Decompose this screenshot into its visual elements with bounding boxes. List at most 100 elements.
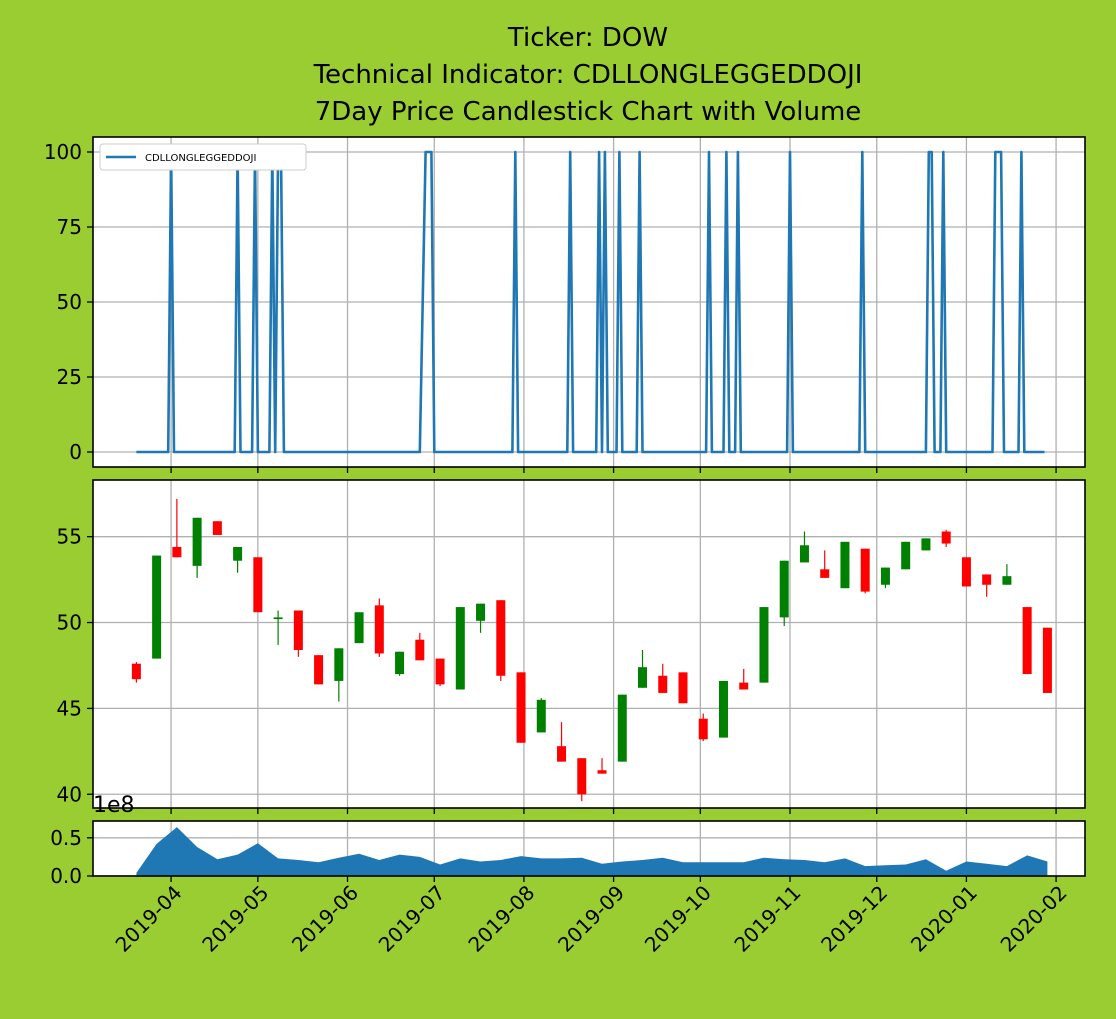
candle-2019-12-18 (921, 538, 931, 551)
candle-body (779, 560, 789, 618)
candle-2019-03-20 (131, 662, 141, 683)
candle-2019-06-12 (374, 598, 384, 657)
candle-2019-11-13 (820, 550, 830, 578)
candle-2019-05-29 (334, 648, 344, 702)
volume-area (136, 827, 1048, 876)
candle-body (293, 610, 303, 651)
candle-body (982, 574, 992, 585)
candle-body (455, 607, 465, 690)
candle-2019-10-23 (759, 607, 769, 683)
candle-body (192, 517, 202, 566)
volume-panel-frame (92, 820, 1086, 877)
candle-2019-11-20 (840, 541, 850, 589)
candle-body (880, 567, 890, 585)
volume-panel: 0.00.5 1e8 2019-04 2019-05 2019-06 2019-07 2… (50, 793, 1086, 957)
ind-ytick-label-3: 75 (57, 215, 82, 239)
candle-2019-07-03 (435, 658, 445, 687)
candle-body (860, 548, 870, 592)
candle-body (678, 672, 688, 704)
price-panel-frame (92, 479, 1086, 809)
candle-2019-09-04 (617, 694, 627, 762)
candle-body (577, 758, 587, 795)
candle-body (1022, 607, 1032, 675)
candle-body (820, 569, 830, 578)
candle-body (718, 680, 728, 738)
candle-body (617, 694, 627, 762)
candle-2019-08-14 (557, 722, 567, 762)
ind-ytick-label-1: 25 (57, 365, 82, 389)
price-ytick-label-3: 55 (57, 525, 82, 549)
candle-2019-07-17 (476, 603, 486, 633)
candle-body (334, 648, 344, 681)
candle-2020-01-08 (982, 574, 992, 597)
candle-2019-06-05 (354, 612, 364, 644)
candle-2020-01-29 (1042, 627, 1052, 693)
candle-body (739, 682, 749, 690)
candle-body (131, 663, 141, 680)
indicator-y-axis: 0 25 50 75 100 (44, 140, 93, 464)
price-panel: 40 45 50 55 (57, 479, 1086, 814)
candle-2019-07-10 (455, 607, 465, 690)
candle-body (516, 672, 526, 743)
candle-2019-11-27 (860, 548, 870, 594)
candle-2019-11-06 (799, 531, 809, 563)
candle-body (172, 546, 182, 558)
candle-2019-05-22 (314, 655, 324, 685)
candle-2019-07-31 (516, 672, 526, 743)
candle-body (476, 603, 486, 621)
candle-2019-05-08 (273, 610, 283, 645)
candle-body (961, 557, 971, 587)
candle-body (496, 600, 506, 676)
price-ytick-label-0: 40 (57, 782, 82, 806)
price-panel-background (93, 480, 1085, 808)
price-y-axis: 40 45 50 55 (57, 525, 93, 806)
indicator-legend: CDLLONGLEGGEDDOJI (99, 143, 307, 171)
candle-2019-10-02 (698, 713, 708, 742)
chart-title-line-1: Ticker: DOW (507, 23, 668, 53)
price-ytick-label-1: 45 (57, 696, 82, 720)
candle-2020-01-22 (1022, 607, 1032, 675)
candle-2019-08-07 (536, 698, 546, 733)
candle-2019-08-28 (597, 758, 607, 774)
candle-2019-04-10 (192, 517, 202, 578)
candle-body (799, 545, 809, 563)
ind-ytick-label-0: 0 (69, 440, 82, 464)
indicator-panel: 0 25 50 75 100 CDLLONGLEGGEDDOJI (44, 136, 1086, 473)
candle-body (638, 667, 648, 688)
candle-2019-04-24 (233, 546, 243, 573)
candle-body (921, 538, 931, 551)
candle-body (557, 746, 567, 762)
candle-2019-05-15 (293, 610, 303, 657)
candle-body (597, 770, 607, 774)
candle-body (212, 521, 222, 535)
chart-title-line-3: 7Day Price Candlestick Chart with Volume (315, 97, 862, 127)
candle-body (233, 546, 243, 561)
candle-body (374, 605, 384, 654)
candle-2019-05-01 (253, 557, 263, 613)
candle-body (536, 699, 546, 733)
candle-body (253, 557, 263, 613)
candle-2019-12-04 (880, 567, 890, 589)
ind-ytick-label-2: 50 (57, 290, 82, 314)
candle-body (901, 541, 911, 570)
candle-2019-10-30 (779, 560, 789, 626)
legend-label: CDLLONGLEGGEDDOJI (145, 153, 256, 164)
volume-y-axis: 0.0 0.5 (50, 826, 93, 888)
candle-body (314, 655, 324, 685)
candle-2019-10-09 (718, 680, 728, 738)
indicator-x-ticks (170, 467, 1057, 473)
vol-ytick-label-0: 0.0 (50, 864, 82, 888)
candle-2019-12-25 (941, 529, 951, 547)
candle-body (1002, 576, 1012, 585)
candle-body (273, 617, 283, 620)
candle-2020-01-15 (1002, 564, 1012, 585)
candle-body (435, 658, 445, 685)
volume-scale-label: 1e8 (93, 793, 135, 818)
candle-2019-09-25 (678, 672, 688, 704)
candle-2019-09-11 (638, 650, 648, 688)
candle-body (395, 651, 405, 675)
candle-2019-06-26 (415, 632, 425, 661)
price-ytick-label-2: 50 (57, 611, 82, 635)
